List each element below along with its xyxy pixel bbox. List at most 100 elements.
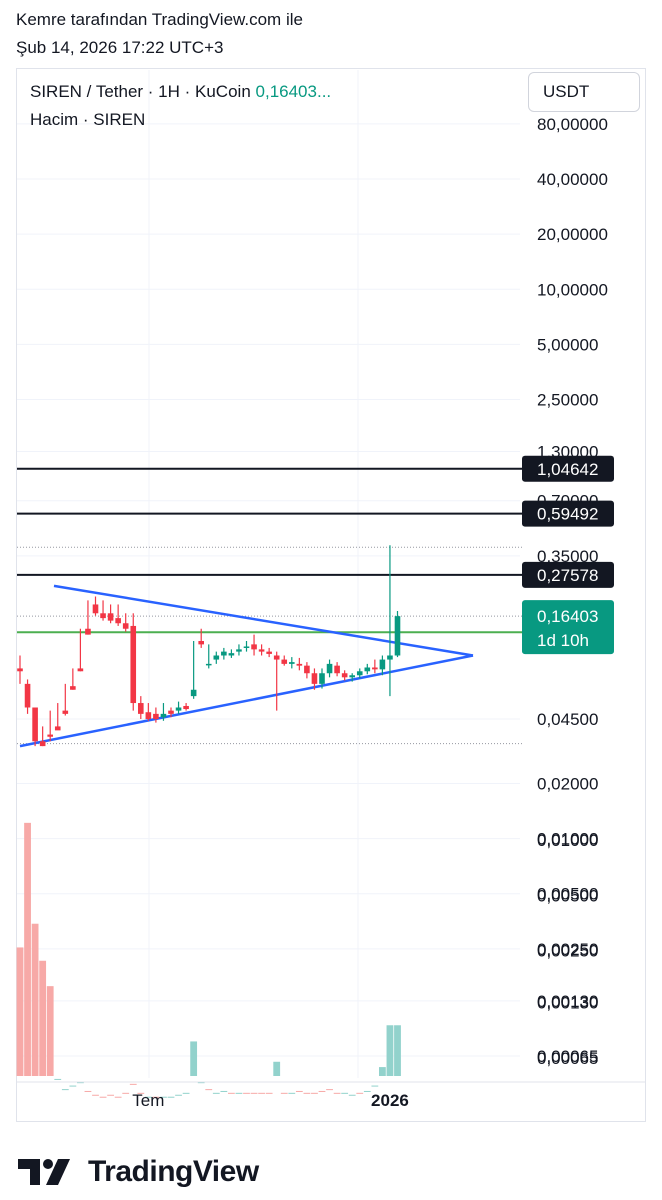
price-tick-label-2: 20,00000: [537, 225, 608, 244]
candle-body-3: [39, 741, 46, 747]
candle-body-27: [221, 651, 227, 656]
price-tick-label-3: 10,00000: [537, 280, 608, 299]
candle-body-38: [304, 665, 310, 674]
volume-bar-32: [258, 1092, 265, 1094]
volume-bar-5: [54, 1078, 62, 1080]
candle-body-48: [379, 659, 386, 670]
volume-bar-36: [288, 1092, 296, 1094]
candle-body-8: [77, 668, 84, 672]
volume-bar-11: [99, 1096, 107, 1098]
volume-bar-10: [92, 1094, 99, 1096]
price-tick-label-15: 0,00065: [537, 1047, 598, 1066]
x-tick-label-0: Tem: [132, 1091, 164, 1110]
candle-body-20: [168, 710, 174, 714]
legend-symbol-line[interactable]: SIREN / Tether · 1H · KuCoin 0,16403...: [30, 78, 331, 106]
candle-body-41: [326, 663, 333, 674]
triangle-upper-line: [53, 584, 474, 657]
share-header: Kemre tarafından TradingView.com ile Şub…: [16, 6, 303, 62]
candle-body-13: [115, 618, 121, 624]
candle-body-47: [372, 667, 378, 670]
legend-price: 0,16403...: [255, 82, 332, 101]
volume-bar-49: [386, 1025, 394, 1076]
candle-body-50: [394, 616, 401, 656]
volume-tick-label-2: 0,00250: [537, 942, 598, 961]
candle-body-0: [17, 668, 23, 672]
volume-bar-26: [212, 1092, 220, 1094]
volume-bar-2: [31, 923, 39, 1076]
volume-bar-12: [107, 1094, 114, 1096]
volume-bar-30: [243, 1092, 250, 1094]
price-tick-label-8: 0,35000: [537, 547, 598, 566]
volume-bar-20: [167, 1096, 175, 1098]
price-tick-label-1: 40,00000: [537, 170, 608, 189]
candle-body-39: [311, 673, 318, 684]
price-tick-label-4: 5,00000: [537, 335, 598, 354]
candle-body-34: [273, 655, 280, 660]
volume-bar-8: [77, 1082, 84, 1084]
chart-legend: SIREN / Tether · 1H · KuCoin 0,16403... …: [30, 78, 331, 134]
last-price-label: 0,16403: [537, 607, 598, 626]
candle-body-12: [107, 613, 114, 621]
volume-bar-39: [311, 1092, 318, 1094]
candle-body-49: [387, 655, 393, 660]
candle-body-36: [289, 662, 295, 664]
volume-bar-21: [175, 1094, 182, 1096]
candle-body-5: [54, 726, 61, 731]
candle-body-1: [24, 683, 31, 708]
volume-bar-38: [303, 1092, 311, 1094]
x-tick-label-1: 2026: [371, 1091, 409, 1110]
chart-frame[interactable]: [16, 68, 646, 1122]
volume-bar-35: [280, 1092, 288, 1094]
volume-bar-41: [326, 1089, 333, 1091]
candle-body-4: [47, 734, 53, 737]
candle-body-21: [175, 707, 182, 711]
volume-bar-34: [273, 1061, 281, 1076]
last-price-bg: [522, 600, 614, 655]
volume-bar-14: [122, 1092, 130, 1094]
volume-bar-40: [318, 1090, 326, 1092]
level-label-2: 0,27578: [537, 566, 598, 585]
candle-body-43: [341, 673, 348, 678]
volume-tick-label-1: 0,00500: [537, 886, 598, 905]
candle-body-11: [100, 613, 106, 619]
candle-body-17: [145, 712, 152, 719]
currency-button[interactable]: USDT: [528, 72, 640, 112]
tradingview-logo-icon: [18, 1159, 70, 1185]
candle-body-10: [92, 604, 99, 614]
volume-bar-0: [16, 947, 24, 1076]
candle-body-44: [349, 675, 355, 678]
volume-bar-19: [160, 1096, 167, 1098]
candle-body-2: [32, 707, 38, 742]
legend-title: SIREN / Tether · 1H · KuCoin: [30, 82, 251, 101]
volume-tick-label-0: 0,01000: [537, 831, 598, 850]
volume-bar-31: [250, 1092, 258, 1094]
price-tick-label-5: 2,50000: [537, 391, 598, 410]
volume-bar-37: [295, 1090, 303, 1092]
triangle-lower-line: [19, 654, 474, 748]
candle-body-7: [70, 686, 76, 690]
candle-body-6: [62, 710, 69, 714]
price-tick-label-9: 0,04500: [537, 710, 598, 729]
candle-body-30: [243, 646, 250, 648]
price-tick-label-11: 0,01000: [537, 830, 598, 849]
volume-bar-28: [228, 1092, 235, 1094]
candle-body-40: [319, 673, 325, 684]
candle-body-28: [228, 653, 235, 656]
volume-bar-3: [39, 960, 47, 1076]
share-timestamp: Şub 14, 2026 17:22 UTC+3: [16, 38, 224, 57]
volume-bar-23: [190, 1041, 198, 1076]
volume-bar-13: [114, 1096, 122, 1098]
volume-bar-29: [235, 1092, 243, 1094]
candle-body-16: [138, 703, 144, 714]
price-tick-label-10: 0,02000: [537, 774, 598, 793]
volume-bar-25: [205, 1089, 213, 1091]
volume-bar-44: [348, 1094, 356, 1096]
candle-body-15: [130, 625, 137, 704]
share-author: Kemre tarafından TradingView.com ile: [16, 10, 303, 29]
volume-bar-50: [394, 1025, 401, 1076]
legend-volume[interactable]: Hacim · SIREN: [30, 110, 146, 129]
volume-bar-17: [144, 1096, 152, 1098]
candle-body-23: [190, 689, 197, 697]
price-tick-label-14: 0,00130: [537, 992, 598, 1011]
